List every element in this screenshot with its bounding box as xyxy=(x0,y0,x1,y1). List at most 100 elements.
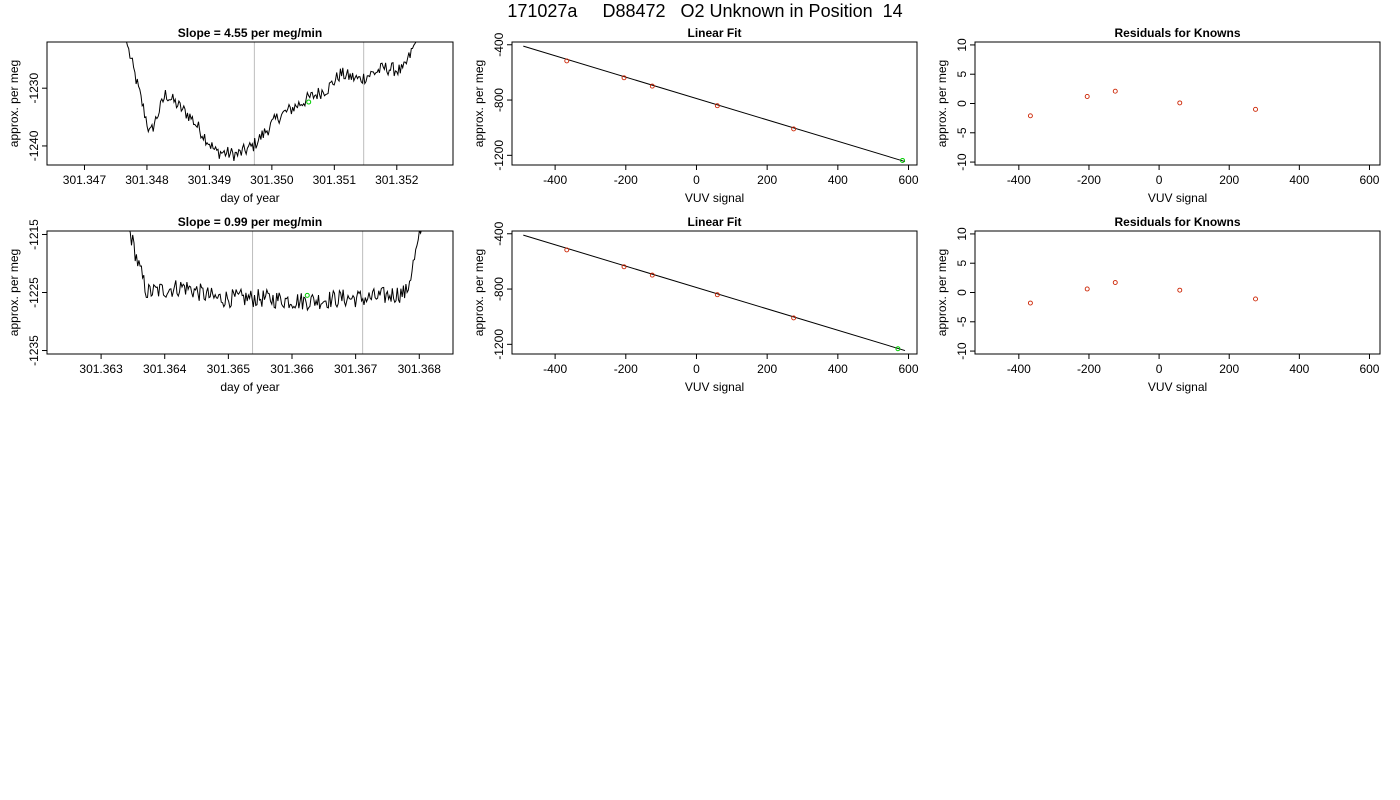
fit-line xyxy=(523,234,906,352)
x-tick-label: -200 xyxy=(1077,173,1101,187)
chart-panel-6: Residuals for Knowns -400 -200 0 200 400 600 -1… xyxy=(935,215,1381,394)
y-tick-label: 10 xyxy=(955,227,969,241)
data-point xyxy=(1084,286,1090,292)
y-tick-label: -5 xyxy=(955,127,969,138)
chart-title: Residuals for Knowns xyxy=(1114,215,1240,229)
chart-panel-2: Linear Fit -400 -200 0 200 400 600 -400 -800 -120… xyxy=(472,26,919,205)
chart-title: Linear Fit xyxy=(687,215,741,229)
y-axis-label: approx. per meg xyxy=(7,60,21,147)
x-tick-label: 600 xyxy=(899,362,919,376)
x-tick-label: -400 xyxy=(1007,173,1031,187)
y-tick-label: -800 xyxy=(492,277,506,301)
data-point xyxy=(1027,113,1033,119)
plot-area xyxy=(126,42,417,165)
x-tick-label: 600 xyxy=(1359,173,1379,187)
y-tick-label: -1200 xyxy=(492,140,506,171)
data-point xyxy=(714,103,720,109)
plot-frame xyxy=(974,230,1381,355)
x-tick-label: -400 xyxy=(543,173,567,187)
x-tick-label: 200 xyxy=(757,362,777,376)
x-tick-label: 200 xyxy=(757,173,777,187)
data-point xyxy=(621,75,627,81)
data-point xyxy=(564,247,570,253)
x-tick-label: -200 xyxy=(1077,362,1101,376)
x-tick-label: 301.347 xyxy=(63,173,107,187)
plot-frame xyxy=(511,41,918,166)
data-point xyxy=(1027,300,1033,306)
x-axis-label: VUV signal xyxy=(685,191,744,205)
y-axis-label: approx. per meg xyxy=(935,249,949,336)
y-axis-label: approx. per meg xyxy=(7,249,21,336)
x-tick-label: -200 xyxy=(614,362,638,376)
chart-panel-3: Residuals for Knowns -400 -200 0 200 400 600 -1… xyxy=(935,26,1381,205)
x-tick-label: 0 xyxy=(693,362,700,376)
x-axis-label: VUV signal xyxy=(685,380,744,394)
y-tick-label: -800 xyxy=(492,88,506,112)
y-tick-label: 5 xyxy=(955,71,969,78)
y-tick-label: -10 xyxy=(955,342,969,360)
data-point xyxy=(649,272,655,278)
x-tick-label: -400 xyxy=(1007,362,1031,376)
y-tick-label: -1215 xyxy=(27,219,41,250)
x-tick-label: -400 xyxy=(543,362,567,376)
y-tick-label: -5 xyxy=(955,316,969,327)
data-point xyxy=(1177,287,1183,293)
chart-panel-5: Linear Fit -400 -200 0 200 400 600 -400 -800 -120… xyxy=(472,215,919,394)
y-tick-label: -400 xyxy=(492,32,506,56)
data-point xyxy=(1253,296,1258,302)
chart-title: Linear Fit xyxy=(687,26,741,40)
x-tick-label: 0 xyxy=(1156,173,1163,187)
x-tick-label: 301.366 xyxy=(270,362,314,376)
x-tick-label: 400 xyxy=(1289,362,1309,376)
y-axis-label: approx. per meg xyxy=(472,249,486,336)
x-tick-label: 600 xyxy=(1359,362,1379,376)
unknown-marker xyxy=(304,292,310,298)
x-tick-label: 200 xyxy=(1219,173,1239,187)
data-point xyxy=(714,292,720,298)
x-tick-label: 301.351 xyxy=(313,173,357,187)
x-tick-label: 0 xyxy=(1156,362,1163,376)
x-axis-label: VUV signal xyxy=(1148,380,1207,394)
data-point xyxy=(1253,106,1258,112)
signal-trace xyxy=(129,231,422,312)
signal-trace xyxy=(126,42,417,161)
page-title: 171027a D88472 O2 Unknown in Position 14 xyxy=(507,1,903,21)
x-tick-label: 400 xyxy=(828,173,848,187)
y-tick-label: 0 xyxy=(955,100,969,107)
x-tick-label: 400 xyxy=(1289,173,1309,187)
data-point xyxy=(1112,88,1118,94)
plot-frame xyxy=(511,230,918,355)
unknown-marker xyxy=(306,99,312,105)
y-tick-label: -1200 xyxy=(492,329,506,360)
data-point xyxy=(791,315,797,321)
data-point xyxy=(1084,94,1090,99)
plot-area xyxy=(523,45,906,163)
chart-title: Slope = 4.55 per meg/min xyxy=(178,26,322,40)
data-point xyxy=(621,264,627,270)
plot-area xyxy=(1027,88,1258,119)
x-tick-label: 600 xyxy=(899,173,919,187)
x-tick-label: 301.364 xyxy=(143,362,187,376)
y-tick-label: 0 xyxy=(955,289,969,296)
data-point xyxy=(1177,100,1183,106)
x-axis-label: day of year xyxy=(220,191,279,205)
data-point xyxy=(564,58,570,64)
x-tick-label: 301.348 xyxy=(125,173,169,187)
x-tick-label: 200 xyxy=(1219,362,1239,376)
plot-frame xyxy=(46,41,454,166)
y-tick-label: 10 xyxy=(955,38,969,52)
y-tick-label: -1240 xyxy=(27,130,41,161)
y-axis-label: approx. per meg xyxy=(472,60,486,147)
y-tick-label: 5 xyxy=(955,260,969,267)
chart-panel-4: Slope = 0.99 per meg/min 301.363 301.364 30… xyxy=(7,215,454,394)
x-axis-label: VUV signal xyxy=(1148,191,1207,205)
x-tick-label: 301.350 xyxy=(250,173,294,187)
plot-area xyxy=(129,231,422,354)
fit-line xyxy=(523,45,906,163)
chart-title: Residuals for Knowns xyxy=(1114,26,1240,40)
x-tick-label: 301.349 xyxy=(188,173,232,187)
x-tick-label: 301.363 xyxy=(79,362,123,376)
x-tick-label: -200 xyxy=(614,173,638,187)
x-tick-label: 301.352 xyxy=(375,173,419,187)
x-tick-label: 301.365 xyxy=(207,362,251,376)
